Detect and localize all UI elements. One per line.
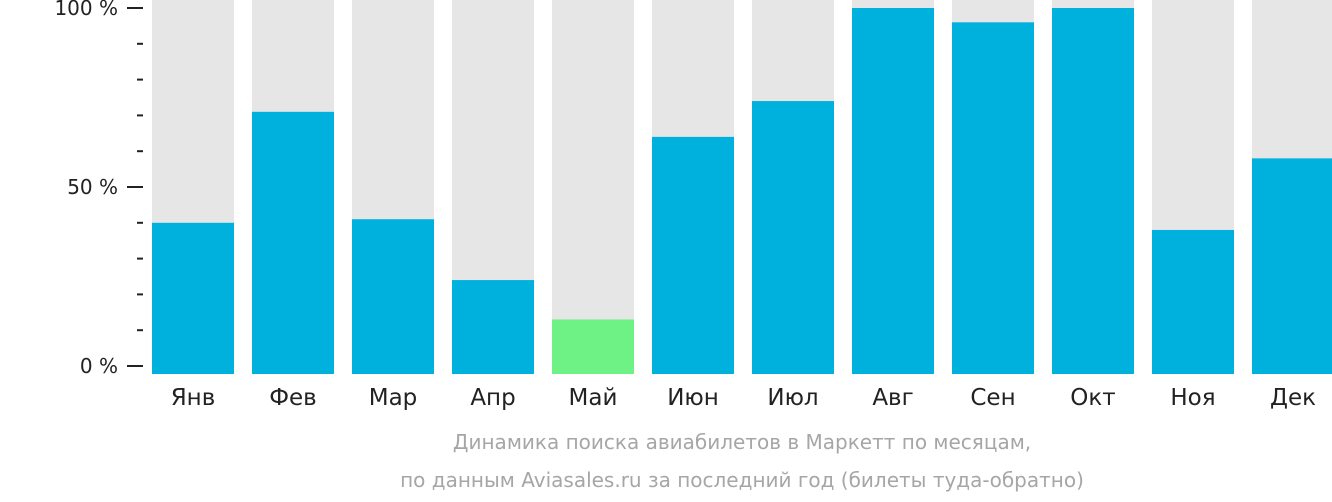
x-tick-label: Фев	[269, 385, 317, 411]
y-tick-label: 0 %	[80, 354, 118, 378]
x-tick-label: Июн	[667, 385, 719, 411]
x-tick-label: Авг	[872, 385, 913, 411]
x-tick-label: Сен	[970, 385, 1015, 411]
bar	[1252, 158, 1332, 374]
x-tick-label: Апр	[470, 385, 515, 411]
bar	[152, 222, 234, 374]
x-tick-label: Окт	[1070, 385, 1115, 411]
bar	[552, 319, 634, 374]
y-tick-label: 50 %	[67, 175, 118, 199]
bar	[1152, 229, 1234, 374]
bar	[952, 22, 1034, 374]
x-tick-label: Мар	[369, 385, 418, 411]
x-tick-label: Янв	[171, 385, 216, 411]
chart-caption-line-1: Динамика поиска авиабилетов в Маркетт по…	[452, 430, 1032, 454]
x-tick-label: Ноя	[1170, 385, 1215, 411]
bar	[752, 101, 834, 374]
x-tick-label: Дек	[1270, 385, 1316, 411]
bar-track	[552, 0, 634, 374]
bar-chart: 0 % 50 % 100 % Янв Фев Мар Апр Май Июн Июл Авг Сен О…	[54, 0, 1332, 411]
chart-caption-line-2: по данным Aviasales.ru за последний год …	[400, 468, 1084, 492]
bar	[352, 219, 434, 374]
bar	[852, 8, 934, 374]
x-tick-label: Июл	[767, 385, 818, 411]
bar	[1052, 8, 1134, 374]
bar	[452, 280, 534, 374]
x-tick-label: Май	[569, 385, 618, 411]
bar	[652, 136, 734, 374]
bar	[252, 111, 334, 374]
y-tick-label: 100 %	[54, 0, 118, 20]
